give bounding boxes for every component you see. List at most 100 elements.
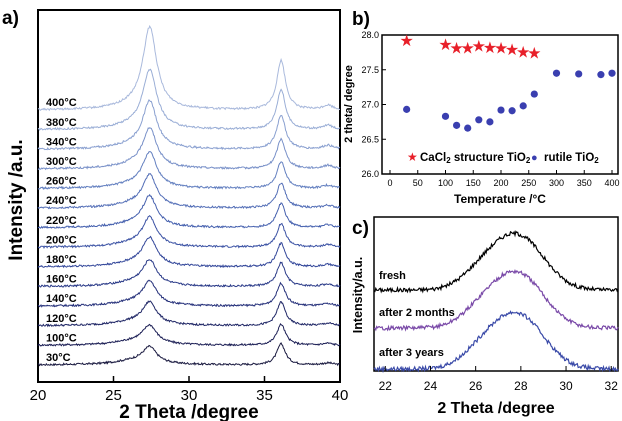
panel-c-x-tick-label: 22 [379, 379, 393, 393]
panel-b-circle-point [497, 106, 505, 114]
panel-a-series-line [37, 279, 341, 308]
panel-b-x-tick-label: 200 [493, 178, 508, 188]
panel-c-ylabel: Intensity/a.u. [351, 257, 365, 333]
panel-a-xlabel: 2 Theta /degree [119, 402, 258, 421]
panel-b-star-point: ★ [461, 41, 475, 58]
panel-a-series-label: 240°C [46, 195, 77, 207]
panel-b-y-tick-label: 26.0 [361, 169, 379, 179]
panel-c-series-label: after 2 months [379, 307, 455, 319]
panel-a-series-label: 220°C [46, 215, 77, 227]
legend-rutile-label: rutile TiO2 [544, 152, 599, 165]
panel-a-curves [37, 24, 341, 367]
panel-a-series-line [37, 193, 341, 229]
panel-b-star-point: ★ [399, 33, 413, 50]
panel-a-series-line [37, 127, 341, 171]
panel-b-x-tick-label: 350 [577, 178, 592, 188]
panel-a-series-labels: 30°C 100°C 120°C 140°C 160°C 180°C 200°C 220°C 2… [46, 97, 77, 364]
panel-b-star-point: ★ [472, 38, 486, 55]
panel-a-series-line [37, 300, 340, 328]
panel-b-circle-point [486, 118, 494, 126]
panel-b-x-tick-label: 100 [438, 178, 453, 188]
panel-b-ticks: 0 50 100 150 200 250 300 350 400 26.0 26.5 27.0 27.5… [361, 30, 619, 188]
legend-circle-icon: ● [531, 152, 538, 164]
panel-c-curves [373, 230, 619, 374]
panel-a-x-tick-label: 20 [30, 387, 47, 404]
panel-b-star-point: ★ [527, 45, 541, 62]
panel-b-star-point: ★ [449, 41, 463, 58]
panel-a-series-label: 200°C [46, 234, 77, 246]
panel-b-y-tick-label: 27.0 [361, 100, 379, 110]
panel-b-circle-point [441, 112, 450, 120]
panel-b-star-point: ★ [438, 37, 452, 54]
panel-b: b) 0 50 100 150 200 250 300 350 400 26.0 26.5 27.0 2… [343, 9, 620, 206]
panel-b-x-tick-label: 150 [466, 178, 481, 188]
panel-c-series-label: after 3 years [379, 347, 444, 359]
panel-a-series-label: 300°C [46, 156, 77, 168]
panel-c-x-tick-label: 28 [514, 379, 528, 393]
panel-a-series-label: 380°C [46, 117, 77, 129]
panel-b-legend: ★ CaCl2 structure TiO2 ● rutile TiO2 [407, 150, 599, 165]
panel-c-xlabel: 2 Theta /degree [437, 400, 554, 417]
panel-a-series-line [37, 214, 341, 249]
panel-b-star-point: ★ [483, 40, 497, 57]
panel-a-series-label: 100°C [46, 332, 77, 344]
panel-b-star-point: ★ [494, 41, 508, 58]
panel-c: c) fresh after 2 months after 3 years 22 24… [351, 216, 619, 417]
legend-star-icon: ★ [407, 150, 418, 164]
panel-c-frame [373, 216, 619, 372]
panel-b-circle-point [453, 121, 461, 129]
panel-b-x-tick-label: 0 [387, 178, 392, 188]
panel-c-x-tick-label: 32 [605, 379, 619, 393]
panel-a-series-label: 340°C [46, 136, 77, 148]
panel-a-x-ticks: 20 25 30 35 40 [30, 376, 348, 404]
legend-cacl2-label: CaCl2 structure TiO2 [420, 152, 531, 165]
panel-b-x-tick-label: 50 [413, 178, 423, 188]
panel-a-series-line [37, 151, 341, 191]
panel-b-circle-point [597, 71, 605, 79]
panel-b-x-tick-label: 250 [521, 178, 536, 188]
panel-a: a) 30°C 100°C 120°C 140°C 160°C 180°C 200°C 220… [2, 8, 348, 421]
panel-b-circle-point [464, 124, 472, 132]
panel-a-series-line [37, 24, 341, 112]
panel-c-series-line [373, 230, 619, 294]
panel-b-xlabel: Temperature /°C [454, 192, 546, 206]
panel-b-circle-point [608, 69, 616, 77]
panel-a-series-label: 140°C [46, 293, 77, 305]
panel-a-series-line [37, 259, 341, 288]
panel-b-circle-point [475, 116, 483, 124]
panel-b-circle-point [519, 102, 527, 110]
panel-a-series-label: 160°C [46, 274, 77, 286]
panel-b-star-point: ★ [505, 42, 519, 59]
panel-b-label: b) [352, 9, 370, 30]
panel-a-series-label: 180°C [46, 254, 77, 266]
panel-a-series-label: 30°C [46, 352, 71, 364]
panel-c-label: c) [352, 218, 369, 239]
panel-a-series-line [37, 172, 341, 210]
panel-b-y-tick-label: 27.5 [361, 65, 379, 75]
panel-a-series-line [37, 68, 341, 131]
panel-c-series-label: fresh [379, 270, 406, 282]
panel-a-series-line [37, 342, 341, 367]
panel-b-circle-point [552, 69, 561, 77]
panel-a-series-label: 260°C [46, 176, 77, 188]
panel-a-ylabel: Intensity /a.u. [6, 139, 27, 260]
panel-a-x-tick-label: 25 [105, 387, 122, 404]
panel-b-star-point: ★ [516, 45, 530, 62]
panel-b-ylabel: 2 theta/ degree [343, 65, 355, 143]
panel-c-x-tick-label: 30 [559, 379, 573, 393]
panel-a-series-line [37, 98, 340, 151]
panel-c-x-tick-label: 24 [424, 379, 438, 393]
panel-a-x-tick-label: 30 [181, 387, 198, 404]
panel-b-circle-point [575, 70, 583, 78]
panel-a-series-label: 120°C [46, 313, 77, 325]
panel-b-y-tick-label: 28.0 [361, 30, 379, 40]
panel-a-series-label: 400°C [46, 97, 77, 109]
panel-c-series-line [373, 269, 619, 332]
panel-b-circle-point [403, 105, 411, 113]
panel-c-series-labels: fresh after 2 months after 3 years [379, 270, 455, 359]
panel-a-x-tick-label: 35 [256, 387, 273, 404]
panel-b-x-tick-label: 300 [549, 178, 564, 188]
panel-a-series-line [37, 323, 341, 347]
